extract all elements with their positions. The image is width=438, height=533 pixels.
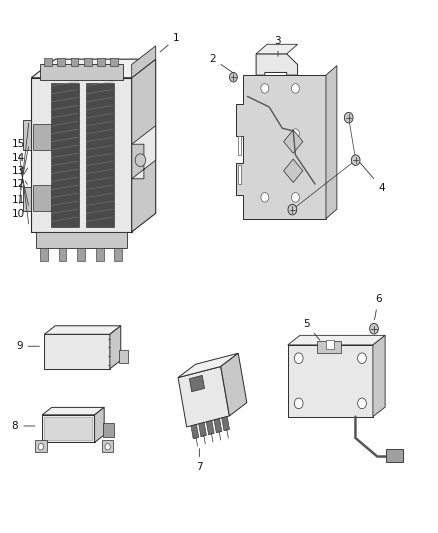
Circle shape [261, 84, 269, 93]
Text: 14: 14 [11, 152, 28, 205]
Text: 2: 2 [209, 54, 233, 73]
Bar [84, 58, 92, 66]
Polygon shape [31, 59, 155, 78]
Circle shape [261, 192, 269, 202]
Bar [35, 232, 127, 248]
Bar [40, 248, 48, 261]
Polygon shape [326, 66, 337, 219]
Bar [57, 58, 65, 66]
Bar [317, 341, 341, 353]
Text: 11: 11 [11, 147, 28, 205]
Polygon shape [95, 407, 104, 442]
Circle shape [288, 204, 297, 215]
Text: 10: 10 [11, 123, 29, 220]
Polygon shape [288, 335, 385, 345]
Text: 8: 8 [11, 421, 35, 431]
Text: 13: 13 [11, 166, 28, 184]
Polygon shape [237, 75, 331, 219]
Polygon shape [199, 423, 206, 437]
Bar [238, 136, 241, 155]
Polygon shape [288, 345, 373, 417]
Polygon shape [22, 120, 31, 150]
Circle shape [351, 155, 360, 165]
Text: 7: 7 [196, 449, 203, 472]
Bar [114, 248, 122, 261]
Polygon shape [35, 440, 46, 452]
Bar [95, 248, 103, 261]
Polygon shape [222, 416, 230, 431]
Polygon shape [284, 130, 303, 154]
Polygon shape [31, 78, 132, 232]
Circle shape [370, 324, 378, 334]
Polygon shape [22, 187, 31, 211]
Circle shape [291, 129, 299, 139]
Circle shape [294, 353, 303, 364]
Polygon shape [44, 326, 121, 334]
Circle shape [291, 84, 299, 93]
Polygon shape [189, 375, 205, 392]
Polygon shape [221, 353, 247, 416]
Bar [238, 165, 241, 184]
Circle shape [291, 192, 299, 202]
Bar [119, 350, 128, 363]
Polygon shape [256, 54, 297, 75]
Polygon shape [102, 440, 113, 452]
Bar [103, 423, 114, 437]
Circle shape [38, 443, 43, 450]
Polygon shape [132, 59, 155, 232]
Bar [97, 58, 105, 66]
Circle shape [357, 353, 366, 364]
Circle shape [344, 112, 353, 123]
Polygon shape [191, 424, 199, 439]
Polygon shape [373, 335, 385, 417]
Bar [86, 83, 114, 227]
Text: 5: 5 [303, 319, 320, 340]
Bar [110, 58, 118, 66]
Bar [77, 248, 85, 261]
Polygon shape [44, 334, 110, 369]
Bar [33, 124, 51, 150]
Bar [59, 248, 67, 261]
Polygon shape [206, 421, 214, 435]
Text: 3: 3 [275, 36, 281, 56]
Polygon shape [256, 44, 297, 54]
Polygon shape [178, 367, 230, 427]
Circle shape [357, 398, 366, 409]
Text: 1: 1 [160, 33, 180, 52]
Text: 4: 4 [360, 162, 385, 193]
Bar [44, 58, 52, 66]
Polygon shape [284, 159, 303, 182]
Text: 12: 12 [11, 168, 28, 189]
Bar [326, 340, 334, 349]
Polygon shape [132, 46, 155, 78]
Text: 15: 15 [11, 139, 29, 224]
Circle shape [294, 398, 303, 409]
Circle shape [105, 443, 110, 450]
Bar [40, 64, 123, 80]
Polygon shape [132, 126, 155, 179]
Bar [51, 83, 79, 227]
Circle shape [135, 154, 146, 166]
Polygon shape [110, 326, 121, 369]
Bar [386, 449, 403, 462]
Polygon shape [42, 407, 104, 415]
Polygon shape [42, 415, 95, 442]
Circle shape [230, 72, 237, 82]
Polygon shape [214, 418, 222, 433]
Bar [33, 185, 51, 211]
Text: 6: 6 [374, 294, 381, 320]
Bar [44, 417, 92, 440]
Bar [71, 58, 78, 66]
Polygon shape [178, 353, 238, 377]
Text: 9: 9 [16, 341, 39, 351]
